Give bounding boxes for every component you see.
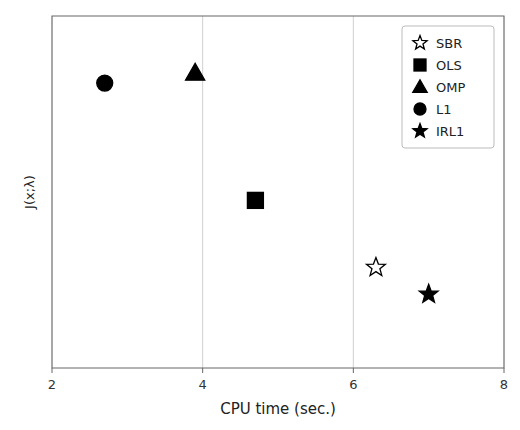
legend-symbol — [414, 59, 426, 71]
point — [247, 192, 263, 208]
legend: SBR OLS OMP L1 IRL1 — [402, 26, 494, 148]
points — [97, 63, 438, 302]
x-tick — [52, 368, 53, 373]
legend-symbol — [413, 124, 427, 137]
x-tick — [202, 368, 203, 373]
x-axis-label: CPU time (sec.) — [220, 400, 336, 418]
legend-label: L1 — [436, 102, 452, 117]
x-tick — [504, 368, 505, 373]
legend-symbol — [414, 103, 426, 115]
legend-label: OMP — [436, 80, 465, 95]
x-axis: 2 4 6 8 — [48, 368, 508, 392]
x-tick-label: 6 — [349, 377, 357, 392]
grid — [52, 16, 504, 368]
legend-label: OLS — [436, 58, 462, 73]
grid-line-x — [202, 16, 203, 368]
point — [97, 75, 113, 91]
grid-line-x — [353, 16, 354, 368]
plot-frame — [52, 16, 504, 368]
legend-box — [402, 26, 494, 148]
x-tick-label: 8 — [500, 377, 508, 392]
x-tick-label: 2 — [48, 377, 56, 392]
legend-label: IRL1 — [436, 124, 464, 139]
point — [367, 258, 386, 276]
x-tick-label: 4 — [199, 377, 207, 392]
x-tick — [353, 368, 354, 373]
legend-symbol — [413, 80, 427, 93]
chart: 2 4 6 8 CPU time (sec.) J(x;λ) SBR OLS OMP L1 IRL1 — [0, 0, 520, 430]
y-axis-label: J(x;λ) — [22, 175, 37, 210]
legend-symbol — [413, 36, 427, 49]
point — [419, 284, 438, 302]
point — [186, 63, 205, 80]
legend-label: SBR — [436, 36, 462, 51]
